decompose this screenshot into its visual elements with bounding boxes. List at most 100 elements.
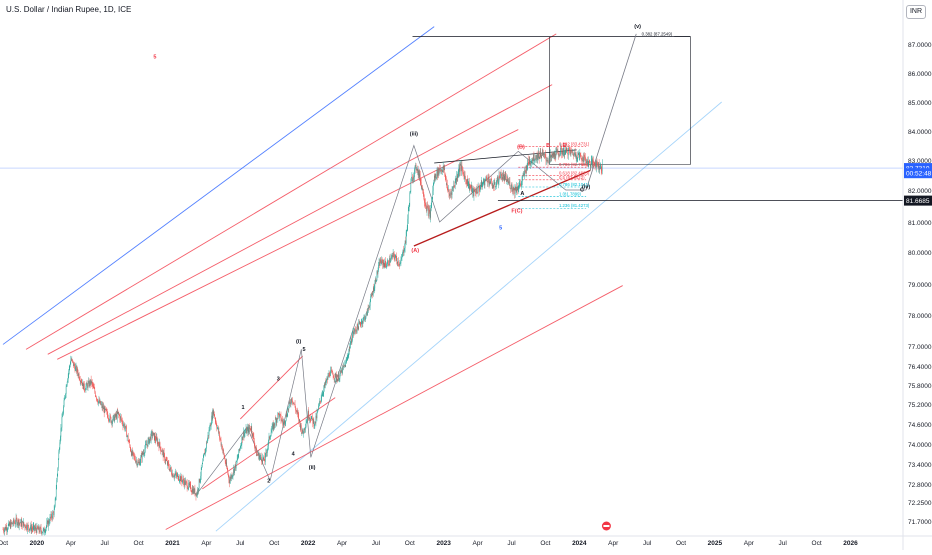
candle-body <box>519 185 520 186</box>
candle-body <box>318 409 319 410</box>
candle <box>594 162 595 166</box>
candle <box>212 411 213 420</box>
candle <box>315 421 316 428</box>
candle-body <box>418 171 419 175</box>
candle-body <box>284 421 285 423</box>
candle <box>338 379 339 382</box>
candle <box>571 147 572 153</box>
candle <box>575 152 576 158</box>
candle <box>476 190 477 197</box>
x-tick-label: Apr <box>201 540 212 547</box>
candle <box>151 430 152 437</box>
candle-body <box>131 452 132 456</box>
candle <box>525 170 526 174</box>
candle <box>416 167 417 171</box>
candle-body <box>317 413 318 419</box>
candle-body <box>193 489 194 494</box>
candle <box>194 486 195 494</box>
candle <box>133 451 134 456</box>
candle-body <box>407 227 408 230</box>
candle-body <box>273 424 274 429</box>
candle-body <box>512 184 513 189</box>
candle-body <box>591 164 592 166</box>
candle-body <box>486 177 487 179</box>
candle <box>488 174 489 187</box>
candle-body <box>279 414 280 418</box>
candle-body <box>447 184 448 190</box>
candle-body <box>113 415 114 416</box>
candle-body <box>293 402 294 404</box>
candle-body <box>96 396 97 397</box>
candle <box>75 364 76 371</box>
candle <box>524 171 525 176</box>
candle <box>42 531 43 536</box>
candle <box>83 379 84 386</box>
candle <box>165 459 166 465</box>
candle-body <box>71 360 72 364</box>
candle-body <box>393 253 394 254</box>
candle-body <box>366 314 367 318</box>
candle-body <box>323 388 324 392</box>
candle-body <box>521 182 522 185</box>
candle-body <box>513 187 514 191</box>
candle <box>37 525 38 529</box>
candle <box>367 309 368 316</box>
candle <box>237 454 238 460</box>
candle-body <box>308 411 309 418</box>
candle-body <box>240 448 241 449</box>
candle <box>507 179 508 184</box>
candle-body <box>258 453 259 455</box>
candle <box>334 378 335 382</box>
candle-body <box>3 530 4 532</box>
candle <box>163 450 164 457</box>
candle <box>223 449 224 455</box>
candle <box>309 417 310 423</box>
candle <box>243 427 244 437</box>
candle <box>471 182 472 192</box>
wave-label: 1 <box>241 405 244 411</box>
candle <box>509 177 510 186</box>
candle <box>361 319 362 328</box>
candle-body <box>461 165 462 171</box>
candle <box>460 162 461 177</box>
candle-body <box>156 440 157 441</box>
candle-body <box>382 259 383 260</box>
candle-body <box>215 418 216 421</box>
candle-body <box>277 419 278 423</box>
candle <box>485 179 486 182</box>
candle-body <box>66 386 67 387</box>
candle <box>116 411 117 420</box>
candle <box>572 149 573 153</box>
candle <box>562 148 563 158</box>
candle-body <box>149 439 150 443</box>
candle <box>233 473 234 479</box>
candle <box>392 253 393 259</box>
candle <box>203 453 204 461</box>
candle <box>428 205 429 218</box>
candle <box>212 408 213 423</box>
candle-body <box>211 424 212 426</box>
candle-body <box>171 470 172 474</box>
candle <box>483 178 484 185</box>
candle-body <box>442 171 443 172</box>
candle <box>297 410 298 415</box>
candle <box>112 420 113 428</box>
candle <box>539 157 540 160</box>
candle <box>125 423 126 432</box>
candle-body <box>17 519 18 525</box>
candle <box>253 433 254 437</box>
candle <box>484 179 485 188</box>
candle-body <box>4 531 5 532</box>
candle <box>67 381 68 386</box>
candle <box>120 413 121 423</box>
candle <box>118 412 119 415</box>
candle <box>456 171 457 185</box>
candle <box>59 447 60 453</box>
currency-button[interactable]: INR <box>906 5 926 19</box>
candle-body <box>318 406 319 410</box>
candle-body <box>547 160 548 161</box>
candle-body <box>386 266 387 267</box>
candle <box>582 155 583 160</box>
